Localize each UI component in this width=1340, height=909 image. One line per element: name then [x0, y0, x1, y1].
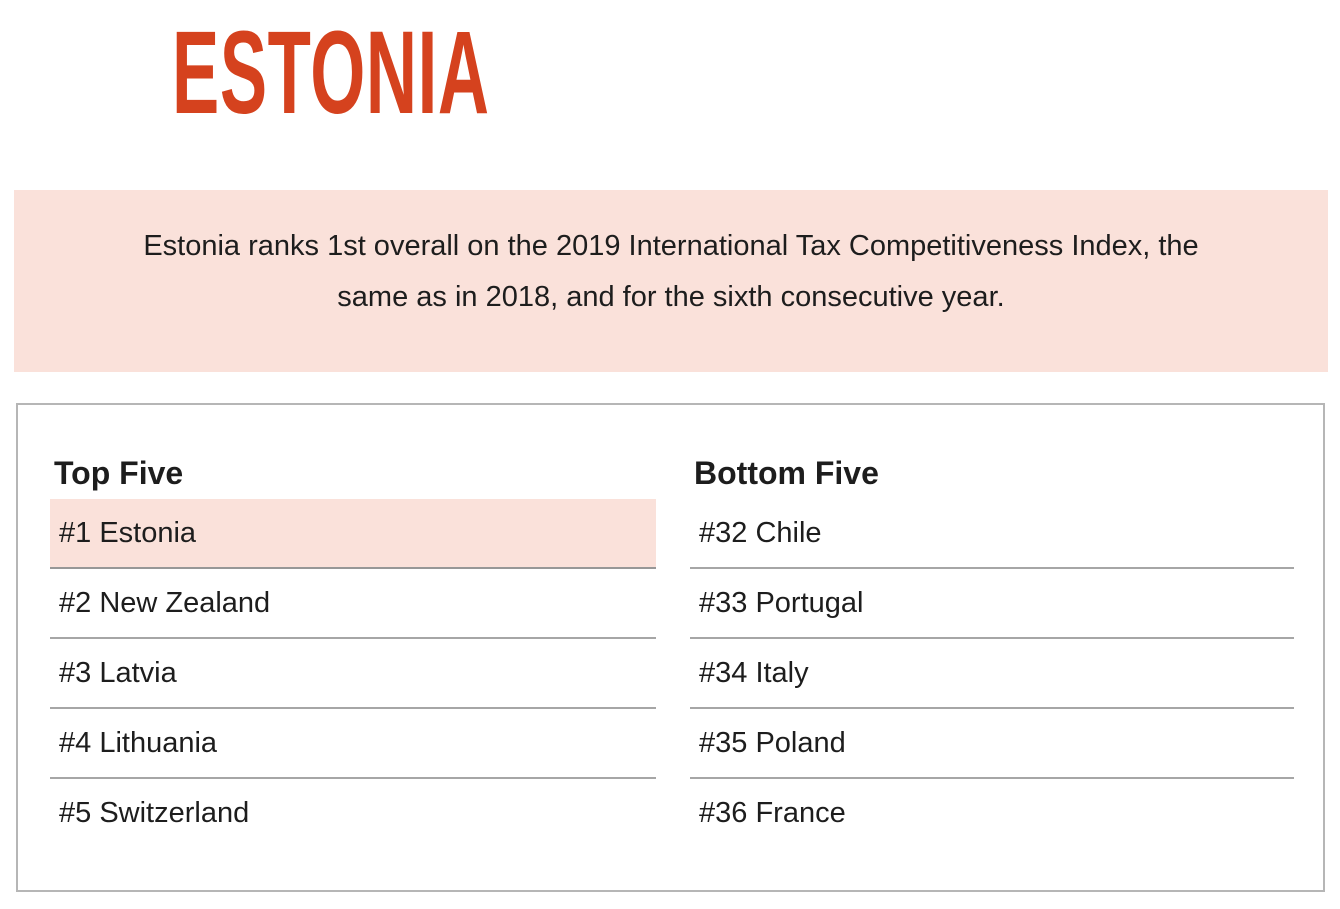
banner-text-line-1: Estonia ranks 1st overall on the 2019 In… — [143, 230, 1199, 262]
rank-row-new-zealand: #2 New Zealand — [50, 569, 656, 639]
banner-text-line-2: same as in 2018, and for the sixth conse… — [337, 281, 1005, 313]
top-five-heading: Top Five — [54, 455, 184, 491]
rank-row-chile: #32 Chile — [690, 499, 1294, 569]
intro-banner: Estonia ranks 1st overall on the 2019 In… — [14, 190, 1328, 372]
rank-row-poland: #35 Poland — [690, 709, 1294, 779]
top-five-column: Top Five #1 Estonia #2 New Zealand #3 La… — [50, 447, 656, 849]
rank-row-portugal: #33 Portugal — [690, 569, 1294, 639]
page-title: ESTONIA — [172, 7, 490, 139]
bottom-five-column: Bottom Five #32 Chile #33 Portugal #34 I… — [690, 447, 1294, 849]
rank-row-switzerland: #5 Switzerland — [59, 797, 250, 829]
bottom-five-heading: Bottom Five — [694, 455, 879, 491]
rank-row-estonia: #1 Estonia — [50, 499, 656, 569]
rank-row-latvia: #3 Latvia — [50, 639, 656, 709]
rank-row-france: #36 France — [699, 797, 846, 829]
rank-row-lithuania: #4 Lithuania — [50, 709, 656, 779]
rankings-panel: Top Five #1 Estonia #2 New Zealand #3 La… — [16, 403, 1325, 892]
rank-row-italy: #34 Italy — [690, 639, 1294, 709]
